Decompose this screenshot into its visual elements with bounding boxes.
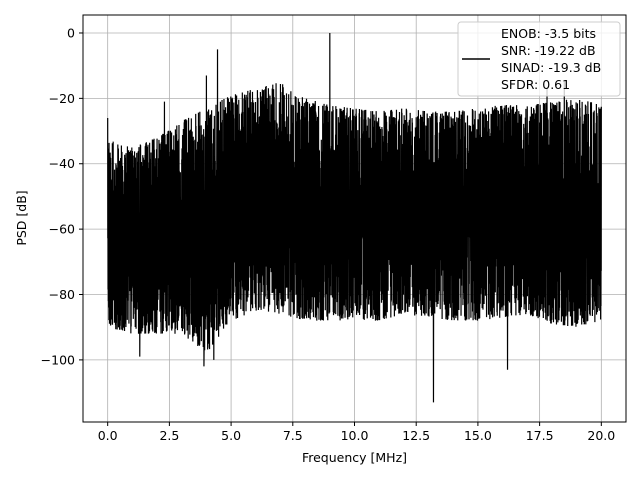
x-tick-label: 2.5: [159, 428, 179, 443]
x-tick-label: 15.0: [464, 428, 492, 443]
legend-entry-sfdr: SFDR: 0.61: [501, 77, 570, 92]
x-tick-label: 0.0: [98, 428, 118, 443]
x-tick-label: 20.0: [587, 428, 615, 443]
y-axis-label: PSD [dB]: [14, 190, 29, 245]
y-tick-label: −80: [49, 287, 75, 302]
legend-box: [457, 21, 621, 97]
y-tick-label: −40: [49, 156, 75, 171]
psd-line: [107, 32, 602, 403]
x-axis-ticks: 0.0 2.5 5.0 7.5 10.0 12.5 15.0 17.5 20.0: [98, 422, 615, 443]
y-axis-ticks: 0 −20 −40 −60 −80 −100: [41, 25, 83, 367]
y-tick-label: −100: [41, 352, 75, 367]
x-tick-label: 17.5: [526, 428, 554, 443]
x-tick-label: 10.0: [341, 428, 369, 443]
x-tick-label: 7.5: [283, 428, 303, 443]
x-tick-label: 5.0: [221, 428, 241, 443]
psd-series: [107, 32, 602, 403]
legend-entry-sinad: SINAD: -19.3 dB: [501, 60, 601, 75]
y-tick-label: −60: [49, 222, 75, 237]
legend-entry-snr: SNR: -19.22 dB: [501, 43, 596, 58]
legend-entry-enob: ENOB: -3.5 bits: [501, 26, 596, 41]
y-tick-label: −20: [49, 91, 75, 106]
legend: ENOB: -3.5 bits SNR: -19.22 dB SINAD: -1…: [457, 21, 621, 97]
x-axis-label: Frequency [MHz]: [302, 450, 407, 465]
x-tick-label: 12.5: [402, 428, 430, 443]
y-tick-label: 0: [67, 25, 75, 40]
